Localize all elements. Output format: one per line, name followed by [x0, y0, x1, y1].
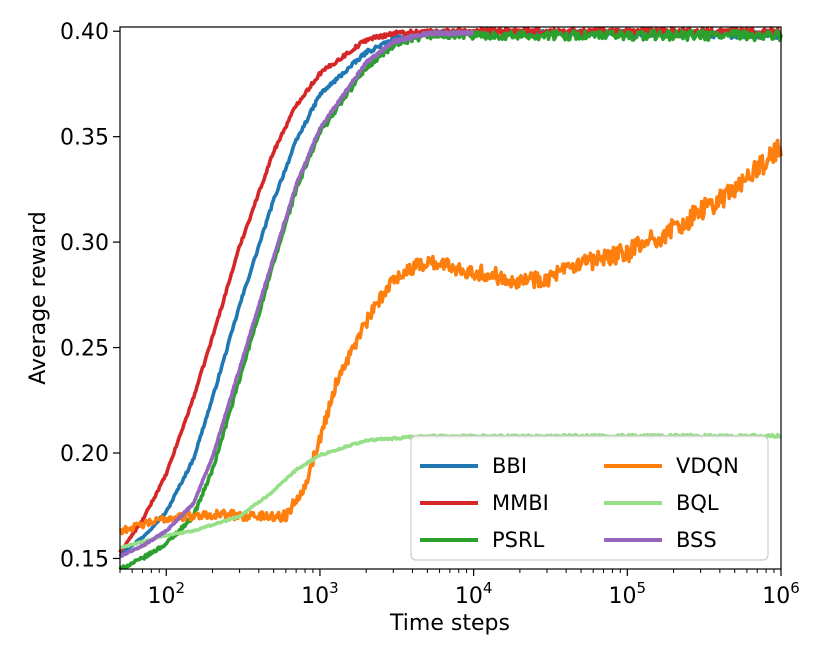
- y-axis: 0.15 0.20 0.25 0.30 0.35 0.40: [60, 20, 120, 572]
- legend-box: [410, 435, 769, 561]
- y-axis-label: Average reward: [26, 211, 51, 385]
- x-axis: 102 103 104 105 106: [119, 569, 800, 609]
- y-tick-label: 0.25: [60, 337, 109, 362]
- y-tick-label: 0.30: [60, 231, 109, 256]
- legend-label-bbi: BBI: [492, 454, 527, 478]
- x-tick-label: 104: [455, 579, 493, 609]
- series-line-bss: [118, 29, 475, 558]
- y-tick-label: 0.35: [60, 126, 109, 151]
- y-tick-label: 0.15: [60, 547, 109, 572]
- legend-label-bss: BSS: [676, 528, 717, 552]
- series-line-vdqn: [118, 138, 783, 536]
- x-axis-label: Time steps: [389, 611, 510, 636]
- legend-label-bql: BQL: [676, 491, 719, 515]
- y-tick-label: 0.20: [60, 442, 109, 467]
- x-tick-label: 106: [762, 579, 800, 609]
- x-tick-label: 102: [147, 579, 185, 609]
- legend: BBI MMBI PSRL VDQN BQL BSS: [410, 435, 769, 561]
- x-tick-label: 103: [301, 579, 339, 609]
- x-tick-label: 105: [609, 579, 647, 609]
- legend-label-mmbi: MMBI: [492, 491, 549, 515]
- legend-label-vdqn: VDQN: [676, 454, 739, 478]
- plot-frame: [119, 26, 782, 570]
- y-tick-label: 0.40: [60, 20, 109, 45]
- legend-label-psrl: PSRL: [492, 528, 545, 552]
